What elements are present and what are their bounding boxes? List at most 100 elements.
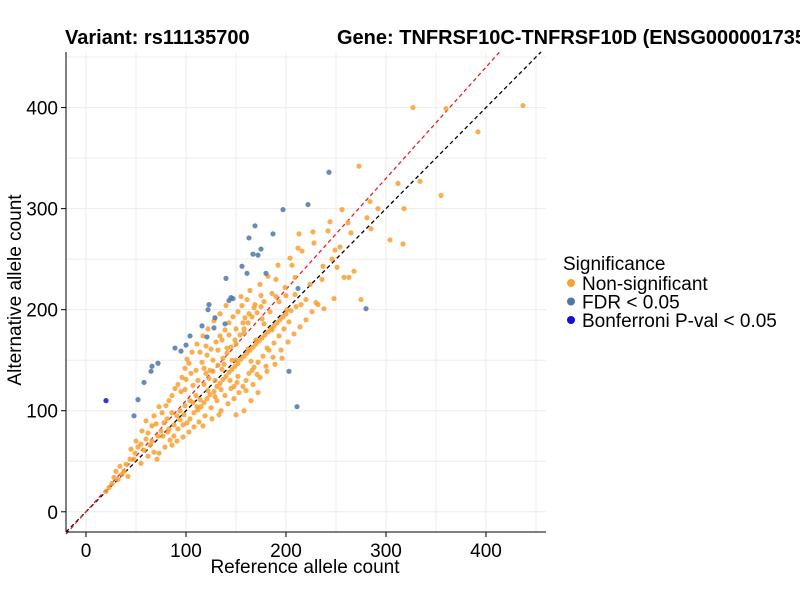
point-non-significant xyxy=(267,309,273,315)
point-non-significant xyxy=(367,198,373,205)
point-non-significant xyxy=(257,281,263,288)
legend-title: Significance xyxy=(563,254,665,275)
point-fdr-0-05 xyxy=(204,334,210,340)
point-non-significant xyxy=(297,324,303,330)
point-non-significant xyxy=(163,403,169,409)
point-fdr-0-05 xyxy=(230,295,236,302)
point-non-significant xyxy=(236,389,242,396)
point-non-significant xyxy=(219,337,225,343)
point-non-significant xyxy=(240,320,246,326)
point-non-significant xyxy=(174,438,180,444)
point-non-significant xyxy=(213,339,219,345)
point-non-significant xyxy=(368,226,374,232)
point-non-significant xyxy=(358,296,364,303)
point-non-significant xyxy=(103,488,109,495)
point-non-significant xyxy=(143,418,149,424)
grid xyxy=(66,52,546,532)
point-non-significant xyxy=(211,388,217,395)
point-non-significant xyxy=(255,389,261,396)
y-tick-label: 400 xyxy=(26,99,58,120)
point-non-significant xyxy=(201,365,207,371)
point-non-significant xyxy=(141,447,147,453)
point-non-significant xyxy=(189,349,195,355)
point-non-significant xyxy=(214,398,220,404)
point-non-significant xyxy=(410,104,416,111)
point-non-significant xyxy=(177,408,183,414)
point-non-significant xyxy=(279,355,285,361)
point-non-significant xyxy=(106,484,112,491)
point-non-significant xyxy=(184,420,190,426)
point-non-significant xyxy=(327,219,333,225)
x-axis-title: Reference allele count xyxy=(210,557,400,578)
reference-line-identity xyxy=(65,51,542,533)
legend-key-fdr-0-05 xyxy=(567,297,575,306)
point-fdr-0-05 xyxy=(172,345,178,351)
point-non-significant xyxy=(225,401,231,407)
y-axis-title: Alternative allele count xyxy=(5,194,26,386)
point-non-significant xyxy=(257,374,263,380)
point-non-significant xyxy=(197,397,203,403)
point-non-significant xyxy=(237,332,243,338)
point-non-significant xyxy=(248,398,254,404)
point-non-significant xyxy=(175,381,181,388)
point-non-significant xyxy=(119,471,125,477)
point-non-significant xyxy=(271,340,277,346)
chart-title-variant: Variant: rs11135700 xyxy=(65,27,250,49)
y-tick-label: 200 xyxy=(26,301,58,322)
point-non-significant xyxy=(244,296,250,303)
point-non-significant xyxy=(240,383,246,390)
point-fdr-0-05 xyxy=(155,360,161,366)
point-non-significant xyxy=(339,207,345,213)
point-non-significant xyxy=(226,332,232,338)
point-non-significant xyxy=(208,346,214,352)
point-non-significant xyxy=(204,352,210,358)
point-non-significant xyxy=(218,408,224,414)
point-non-significant xyxy=(395,180,401,186)
point-fdr-0-05 xyxy=(286,368,292,374)
point-non-significant xyxy=(260,353,266,359)
point-non-significant xyxy=(131,456,137,462)
point-non-significant xyxy=(210,357,216,363)
point-non-significant xyxy=(229,357,235,363)
point-non-significant xyxy=(201,381,207,388)
point-non-significant xyxy=(149,423,155,429)
point-non-significant xyxy=(345,220,351,226)
point-non-significant xyxy=(200,333,206,339)
point-non-significant xyxy=(341,274,347,280)
point-non-significant xyxy=(261,321,267,327)
point-non-significant xyxy=(222,392,228,399)
point-non-significant xyxy=(207,391,213,398)
point-non-significant xyxy=(179,374,185,380)
point-non-significant xyxy=(230,314,236,320)
point-non-significant xyxy=(167,437,173,443)
point-non-significant xyxy=(243,387,249,394)
x-tick-label: 300 xyxy=(370,541,402,562)
point-non-significant xyxy=(298,302,304,308)
point-non-significant xyxy=(187,416,193,422)
point-non-significant xyxy=(255,359,261,365)
point-non-significant xyxy=(215,362,221,368)
point-non-significant xyxy=(283,292,289,299)
point-non-significant xyxy=(169,442,175,448)
point-fdr-0-05 xyxy=(258,246,264,252)
point-non-significant xyxy=(266,347,272,353)
data-points xyxy=(103,102,526,495)
point-fdr-0-05 xyxy=(250,251,256,257)
point-non-significant xyxy=(520,102,526,109)
point-non-significant xyxy=(224,350,230,356)
point-non-significant xyxy=(203,370,209,376)
point-non-significant xyxy=(123,461,129,467)
x-tick-label: 0 xyxy=(81,541,92,562)
point-non-significant xyxy=(346,274,352,280)
point-non-significant xyxy=(315,302,321,308)
point-non-significant xyxy=(149,438,155,444)
point-non-significant xyxy=(307,281,313,288)
point-non-significant xyxy=(109,480,115,487)
point-non-significant xyxy=(180,434,186,440)
point-non-significant xyxy=(259,316,265,322)
point-fdr-0-05 xyxy=(255,252,261,258)
point-non-significant xyxy=(254,310,260,316)
point-non-significant xyxy=(287,255,293,261)
point-non-significant xyxy=(348,230,354,236)
